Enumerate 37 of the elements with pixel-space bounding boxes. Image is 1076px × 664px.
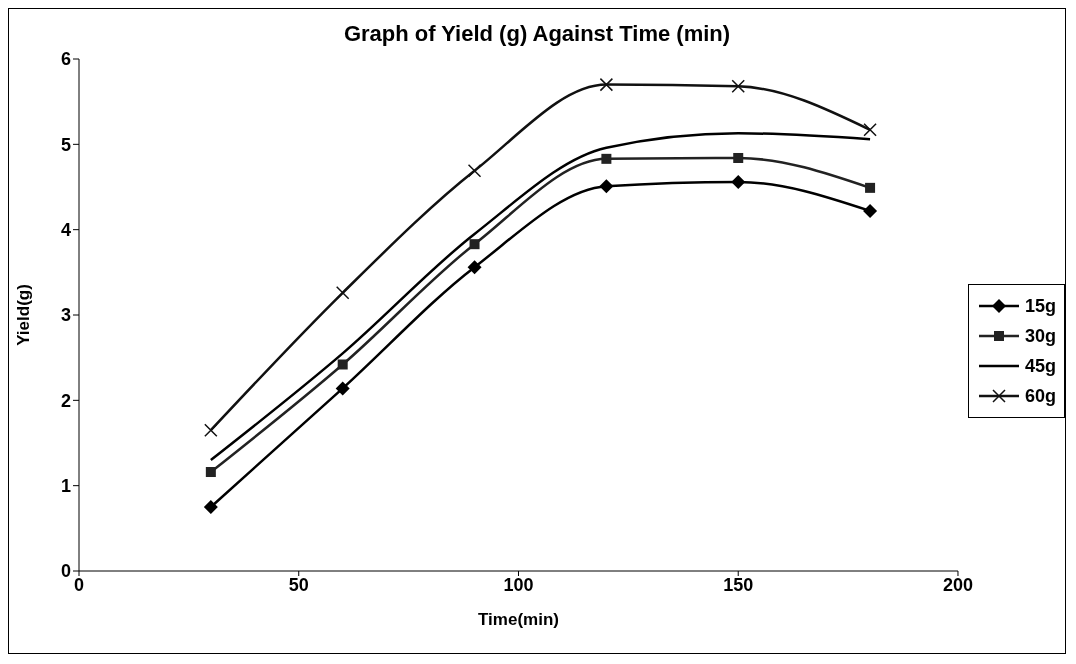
x-tick-label: 200 (942, 574, 973, 595)
legend-label: 45g (1024, 355, 1056, 378)
y-tick-label: 4 (60, 220, 71, 241)
point (733, 152, 744, 163)
point (865, 182, 876, 193)
chart-title: Graph of Yield (g) Against Time (min) (342, 21, 732, 48)
point (469, 239, 480, 250)
y-tick-label: 6 (60, 49, 71, 70)
point (863, 123, 877, 137)
y-axis-title: Yield(g) (14, 284, 34, 346)
y-tick-label: 0 (60, 561, 71, 582)
x-tick-label: 100 (503, 574, 534, 595)
y-tick-label: 2 (60, 390, 71, 411)
point (335, 286, 350, 300)
y-tick-label: 3 (60, 305, 71, 326)
point (599, 179, 614, 194)
point (467, 260, 482, 275)
point (337, 359, 348, 370)
x-tick-label: 50 (288, 574, 309, 595)
point (467, 164, 482, 178)
legend-label: 15g (1024, 295, 1056, 318)
point (731, 174, 746, 189)
point (601, 153, 612, 164)
point (204, 423, 218, 437)
y-tick-label: 1 (60, 476, 71, 497)
x-tick-label: 150 (723, 574, 754, 595)
point (205, 467, 216, 478)
legend-label: 60g (1024, 385, 1056, 408)
point (599, 77, 614, 92)
x-tick-label: 0 (73, 574, 85, 595)
point (335, 381, 350, 396)
point (731, 79, 745, 94)
x-axis-title: Time(min) (478, 610, 559, 629)
y-tick-label: 5 (60, 134, 71, 155)
legend-label: 30g (1024, 325, 1056, 348)
point (863, 203, 878, 218)
point (203, 500, 218, 514)
